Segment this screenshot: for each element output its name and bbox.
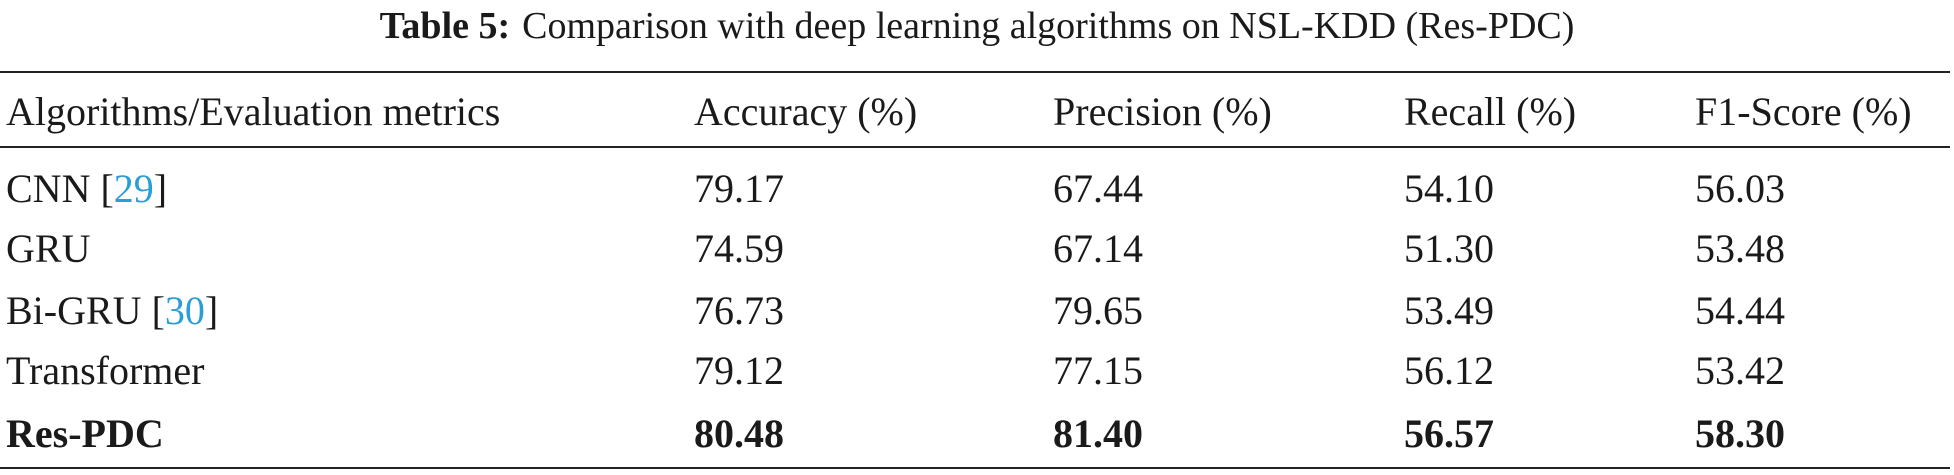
header-cell: Algorithms/Evaluation metrics <box>6 89 501 134</box>
caption: Table 5: Comparison with deep learning al… <box>0 4 1954 48</box>
caption-text: Comparison with deep learning algorithms… <box>522 5 1575 47</box>
value-cell: 54.44 <box>1695 288 1785 333</box>
value-cell: 56.12 <box>1404 348 1494 393</box>
value-cell: 74.59 <box>694 226 784 271</box>
citation: 30 <box>164 288 205 333</box>
value-cell: 53.48 <box>1695 226 1785 271</box>
value-cell: 79.65 <box>1053 288 1143 333</box>
label-text: Bi-GRU [ <box>6 288 165 333</box>
label-text: ] <box>204 288 219 333</box>
value-cell: 77.15 <box>1053 348 1143 393</box>
value-cell: 76.73 <box>694 288 784 333</box>
label-text: ] <box>153 166 168 211</box>
row-label: CNN [29] <box>6 165 167 213</box>
value-cell: 56.03 <box>1695 166 1785 211</box>
value-cell: 80.48 <box>694 411 784 456</box>
citation: 29 <box>113 166 154 211</box>
header-cell: Recall (%) <box>1404 89 1577 134</box>
value-cell: 67.44 <box>1053 166 1143 211</box>
top-rule <box>0 71 1950 73</box>
value-cell: 79.17 <box>694 166 784 211</box>
value-cell: 81.40 <box>1053 411 1143 456</box>
header-cell: F1-Score (%) <box>1695 89 1912 134</box>
value-cell: 58.30 <box>1695 411 1785 456</box>
value-cell: 51.30 <box>1404 226 1494 271</box>
row-label: Transformer <box>6 347 205 395</box>
value-cell: 79.12 <box>694 348 784 393</box>
value-cell: 53.49 <box>1404 288 1494 333</box>
label-text: CNN [ <box>6 166 114 211</box>
row-label: Bi-GRU [30] <box>6 287 218 335</box>
header-cell: Accuracy (%) <box>694 89 918 134</box>
value-cell: 56.57 <box>1404 411 1494 456</box>
row-label: GRU <box>6 225 90 273</box>
row-label: Res-PDC <box>6 410 164 458</box>
label-text: GRU <box>6 226 91 271</box>
label-text: Res-PDC <box>6 411 164 456</box>
value-cell: 67.14 <box>1053 226 1143 271</box>
label-text: Transformer <box>6 348 205 393</box>
header-cell: Precision (%) <box>1053 89 1272 134</box>
caption-label: Table 5: <box>379 5 511 47</box>
value-cell: 54.10 <box>1404 166 1494 211</box>
bottom-rule <box>0 467 1950 469</box>
value-cell: 53.42 <box>1695 348 1785 393</box>
mid-rule <box>0 146 1950 148</box>
